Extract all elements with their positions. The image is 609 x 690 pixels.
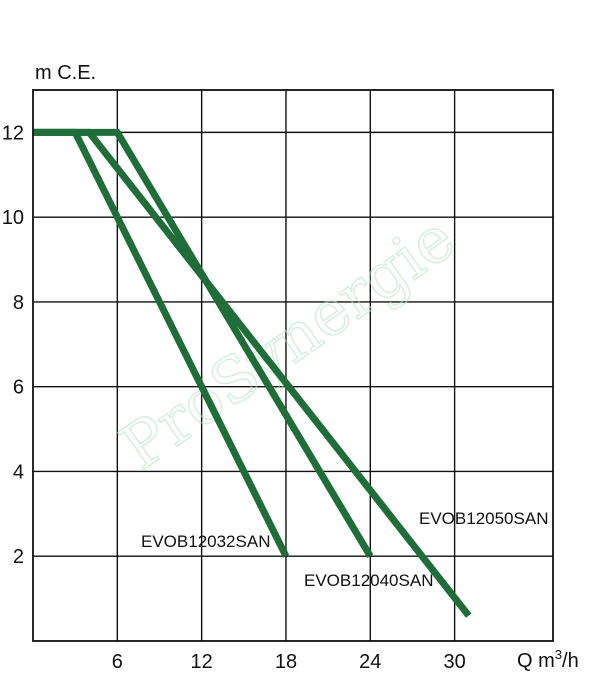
plot-border xyxy=(32,89,554,642)
x-tick-label-12: 12 xyxy=(191,651,213,673)
plot-frame xyxy=(32,89,554,642)
y-tick-label-6: 6 xyxy=(13,377,24,399)
series-label-evob12032san: EVOB12032SAN xyxy=(141,532,270,551)
y-tick-label-2: 2 xyxy=(13,546,24,568)
y-axis-title: m C.E. xyxy=(35,62,96,84)
x-tick-label-6: 6 xyxy=(112,651,123,673)
x-axis-title-sup: 3 xyxy=(555,647,562,662)
watermark-text: ProSynergie xyxy=(108,201,468,484)
x-tick-label-18: 18 xyxy=(275,651,297,673)
x-axis-title: Q m3/h xyxy=(517,647,579,672)
y-tick-label-12: 12 xyxy=(2,122,24,144)
series-label-evob12040san: EVOB12040SAN xyxy=(304,571,433,590)
series-lines xyxy=(33,128,472,618)
x-axis-title-suffix: /h xyxy=(562,650,579,672)
series-label-evob12050san: EVOB12050SAN xyxy=(419,509,548,528)
x-tick-label-30: 30 xyxy=(443,651,465,673)
series-line-evob12050san xyxy=(33,128,472,618)
x-axis-title-main: Q m xyxy=(517,650,555,672)
y-tick-label-4: 4 xyxy=(13,461,24,483)
x-tick-label-24: 24 xyxy=(359,651,381,673)
y-tick-label-10: 10 xyxy=(2,207,24,229)
y-tick-label-8: 8 xyxy=(13,292,24,314)
